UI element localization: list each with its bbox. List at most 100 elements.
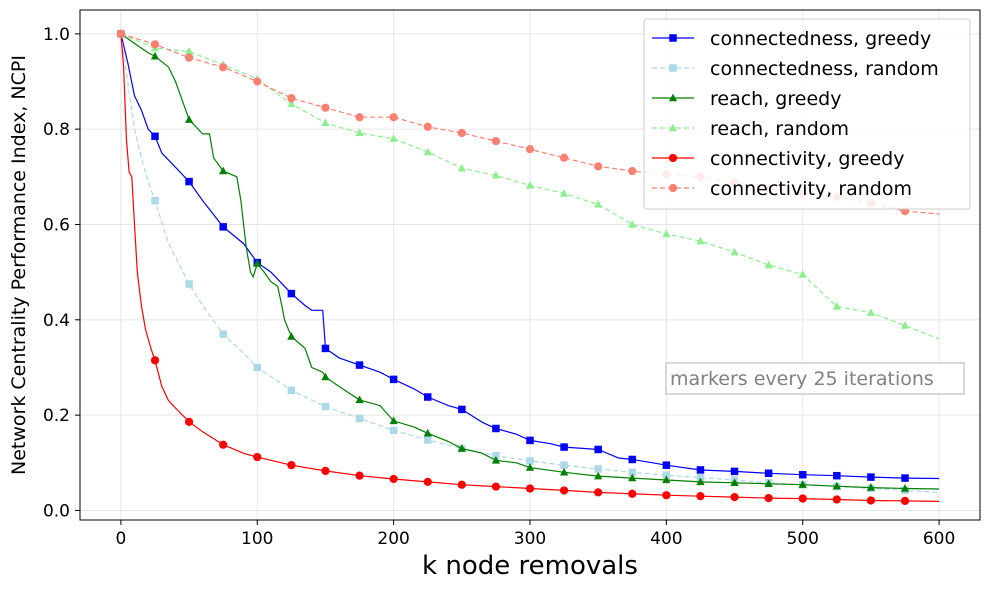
series-marker: [253, 77, 262, 86]
series-marker: [696, 236, 705, 245]
legend-label: connectedness, random: [710, 58, 939, 80]
series-marker: [832, 302, 841, 310]
series-marker: [696, 477, 705, 486]
series-marker: [696, 466, 705, 474]
series-marker: [526, 436, 534, 445]
legend-frame: [643, 18, 971, 210]
y-tick-label: 0.2: [43, 406, 70, 426]
series-marker: [321, 466, 330, 476]
series-marker: [321, 118, 330, 127]
series-marker: [321, 402, 330, 411]
series-marker: [355, 128, 364, 137]
series-marker: [867, 473, 875, 481]
series-marker: [492, 424, 500, 433]
x-axis-title: k node removals: [422, 551, 638, 581]
series-marker: [730, 467, 739, 476]
x-tick-label: 200: [377, 529, 409, 549]
series-marker: [389, 134, 398, 142]
series-marker: [389, 426, 398, 435]
series-marker: [668, 183, 678, 193]
series-marker: [798, 470, 807, 479]
y-tick-label: 0.6: [43, 215, 70, 235]
x-tick-label: 100: [241, 529, 273, 549]
series-marker: [525, 145, 535, 154]
series-marker: [116, 29, 126, 38]
series-marker: [355, 361, 364, 369]
x-tick-label: 600: [923, 529, 955, 549]
x-tick-label: 300: [514, 529, 546, 549]
series-marker: [559, 189, 569, 197]
series-marker: [594, 162, 603, 171]
series-marker: [900, 484, 910, 492]
series-marker: [628, 455, 637, 464]
series-connectivity-greedy: [116, 29, 940, 506]
legend-label: reach, greedy: [710, 88, 841, 110]
series-marker: [668, 123, 678, 132]
series-marker: [287, 94, 296, 103]
series-marker: [525, 180, 535, 189]
series-marker: [321, 103, 330, 112]
series-marker: [287, 461, 296, 470]
series-marker: [832, 495, 841, 504]
series-marker: [321, 372, 330, 381]
series-marker: [219, 63, 228, 72]
y-tick-label: 0.4: [43, 311, 70, 331]
series-marker: [730, 492, 739, 502]
series-marker: [253, 452, 262, 462]
series-marker: [559, 467, 569, 476]
series-marker: [184, 53, 194, 62]
series-marker: [798, 494, 807, 503]
series-marker: [594, 471, 603, 480]
series-marker: [628, 220, 637, 228]
series-marker: [662, 229, 671, 238]
series-marker: [594, 445, 602, 454]
legend: connectedness, greedy connectedness, rand…: [643, 18, 971, 210]
series-marker: [219, 330, 227, 338]
series-marker: [423, 477, 432, 486]
series-marker: [798, 270, 807, 278]
series-line: [120, 33, 940, 502]
series-marker: [219, 440, 228, 449]
series-marker: [185, 177, 193, 186]
series-marker: [668, 153, 678, 163]
series-marker: [389, 416, 398, 425]
series-marker: [150, 40, 160, 49]
series-marker: [423, 147, 432, 156]
series-marker: [628, 473, 637, 482]
series-marker: [764, 493, 773, 503]
series-marker: [355, 414, 364, 423]
series-marker: [594, 200, 603, 208]
series-marker: [900, 496, 910, 506]
series-marker: [559, 486, 569, 495]
series-marker: [730, 478, 739, 487]
series-marker: [458, 405, 466, 414]
series-marker: [669, 64, 677, 72]
series-line: [120, 33, 940, 490]
series-marker: [662, 461, 671, 469]
series-marker: [560, 443, 568, 451]
series-marker: [662, 491, 671, 500]
series-marker: [662, 475, 671, 484]
series-marker: [355, 395, 364, 404]
y-tick-label: 1.0: [43, 25, 70, 45]
x-tick-label: 400: [650, 529, 682, 549]
series-marker: [184, 47, 194, 55]
series-marker: [833, 471, 841, 480]
legend-label: connectivity, random: [710, 178, 912, 200]
series-marker: [628, 468, 637, 477]
series-marker: [423, 428, 432, 437]
series-marker: [423, 393, 432, 401]
legend-label: connectedness, greedy: [710, 28, 931, 50]
series-marker: [491, 170, 501, 179]
series-marker: [594, 488, 603, 497]
series-marker: [491, 136, 501, 146]
series-marker: [184, 417, 194, 426]
x-tick-label: 500: [787, 529, 819, 549]
series-marker: [668, 93, 678, 102]
annotation-frame: [665, 362, 965, 395]
series-marker: [321, 344, 330, 353]
series-marker: [832, 481, 841, 490]
y-axis-title: Network Centrality Performance Index, NC…: [8, 55, 30, 475]
series-marker: [900, 321, 910, 329]
series-marker: [389, 474, 398, 484]
